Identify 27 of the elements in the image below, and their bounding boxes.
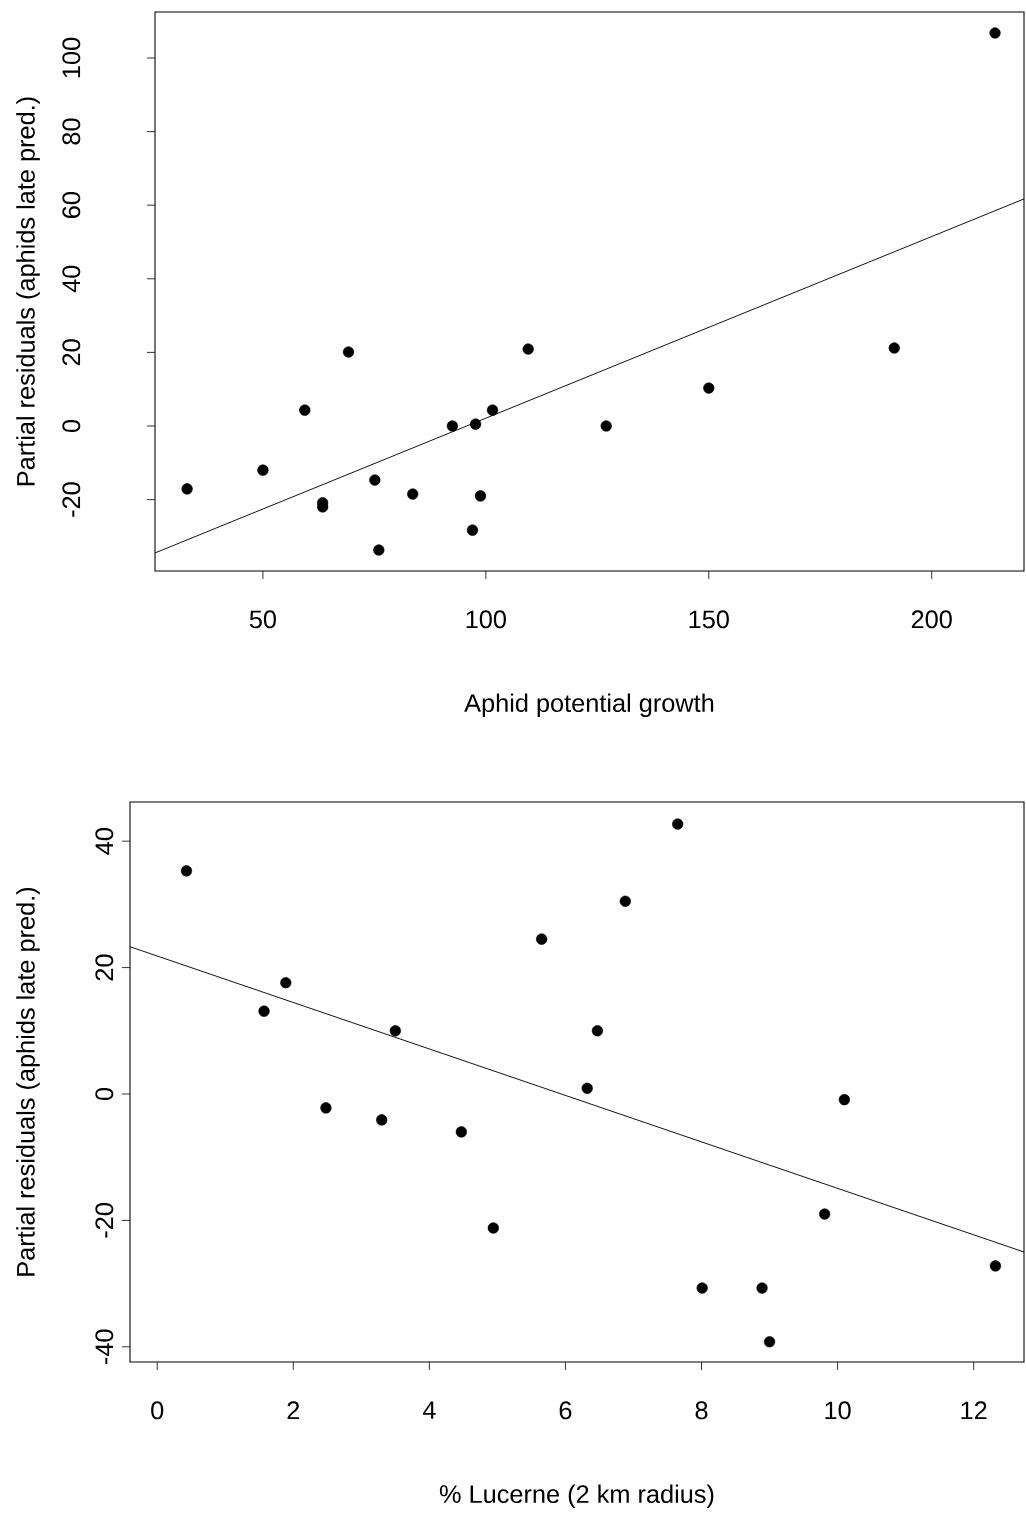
- x-tick-label: 100: [466, 610, 506, 629]
- x-tick-label: 4: [422, 1401, 436, 1419]
- y-tick-label: 60: [62, 192, 81, 218]
- x-axis-title: % Lucerne (2 km radius): [439, 1484, 714, 1509]
- x-tick-label: 2: [287, 1401, 300, 1420]
- x-tick-label: 10: [825, 1401, 851, 1420]
- x-tick-label: 12: [961, 1401, 987, 1420]
- y-tick-label: 100: [62, 37, 81, 78]
- y-tick-label: 20: [95, 954, 114, 981]
- y-tick-label: 20: [62, 339, 81, 366]
- y-tick-label: -20: [62, 482, 81, 517]
- x-tick-label: 0: [151, 1401, 164, 1420]
- x-tick-label: 200: [911, 610, 952, 629]
- y-axis-title: Partial residuals (aphids late pred.): [16, 887, 40, 1276]
- x-axis-title: Aphid potential growth: [464, 693, 714, 718]
- y-tick-label: -20: [95, 1203, 114, 1238]
- x-tick-label: 6: [559, 1401, 572, 1420]
- x-tick-label: 150: [689, 610, 729, 629]
- y-tick-label: 40: [62, 265, 81, 293]
- y-axis-title: Partial residuals (aphids late pred.): [16, 97, 40, 486]
- y-tick-label: 80: [62, 118, 81, 145]
- y-tick-label: 40: [95, 828, 114, 855]
- y-tick-label: -40: [95, 1329, 114, 1364]
- y-tick-label: 0: [95, 1087, 114, 1101]
- x-tick-label: 8: [695, 1401, 708, 1420]
- x-tick-label: 50: [249, 610, 276, 629]
- y-tick-label: 0: [62, 419, 81, 433]
